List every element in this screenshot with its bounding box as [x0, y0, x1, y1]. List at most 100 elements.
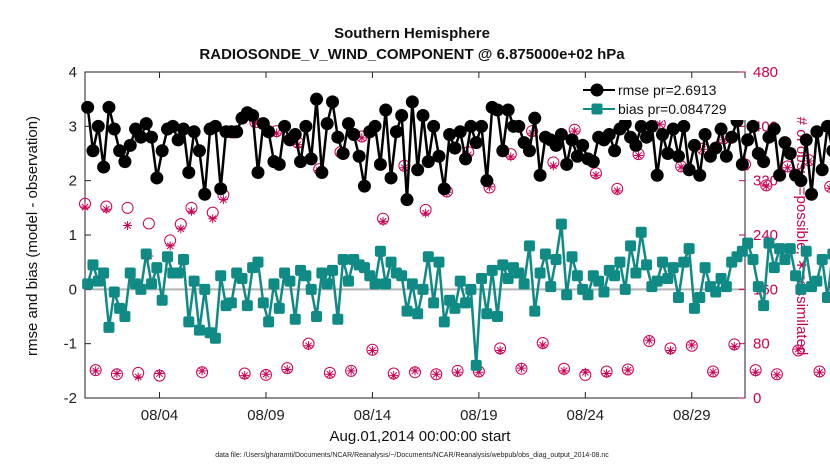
- rmse-marker: [246, 108, 260, 122]
- rmse-marker: [693, 168, 707, 182]
- rmse-marker: [687, 138, 701, 152]
- rmse-marker: [214, 182, 228, 196]
- bias-marker: [87, 259, 99, 271]
- obs-assimilated-marker: [357, 133, 367, 143]
- obs-possible-marker: [366, 343, 379, 356]
- obs-possible-marker: [121, 201, 134, 214]
- obs-assimilated-marker: [602, 369, 612, 379]
- bias-marker: [124, 267, 136, 279]
- rmse-marker: [294, 155, 308, 169]
- y-tick-right-label: 0: [753, 390, 761, 407]
- bias-marker: [529, 305, 541, 317]
- bias-marker: [119, 311, 131, 322]
- bias-marker: [332, 313, 344, 325]
- rmse-marker: [757, 155, 771, 169]
- bias-marker: [609, 270, 621, 282]
- rmse-marker: [815, 163, 829, 177]
- bias-marker: [486, 264, 498, 276]
- rmse-marker: [810, 125, 824, 139]
- rmse-marker: [443, 127, 457, 141]
- rmse-marker: [113, 144, 127, 158]
- rmse-marker: [640, 130, 654, 144]
- bias-marker: [454, 275, 466, 287]
- bias-marker: [199, 283, 211, 295]
- bias-marker: [252, 256, 264, 268]
- obs-assimilated-marker: [325, 369, 335, 379]
- bias-marker: [667, 262, 679, 274]
- obs-assimilated-marker: [538, 340, 548, 350]
- y-tick-left-label: 1: [69, 227, 77, 244]
- rmse-marker: [166, 119, 180, 133]
- bias-marker: [625, 240, 637, 252]
- rmse-marker: [315, 166, 329, 180]
- bias-marker: [481, 308, 493, 320]
- x-tick-label: 08/24: [567, 407, 605, 424]
- y-tick-left-label: 0: [69, 281, 77, 298]
- bias-marker: [518, 278, 530, 290]
- rmse-marker: [821, 119, 830, 133]
- rmse-marker: [187, 125, 201, 139]
- y-axis-label-left: rmse and bias (model - observation): [24, 116, 41, 356]
- rmse-marker: [416, 108, 430, 122]
- legend-bias-label: bias pr=0.084729: [618, 101, 727, 117]
- rmse-marker: [91, 119, 105, 133]
- rmse-marker: [389, 125, 403, 139]
- bias-marker: [539, 248, 551, 260]
- bias-marker: [385, 256, 397, 268]
- rmse-marker: [661, 147, 675, 160]
- bias-marker: [795, 283, 807, 295]
- obs-assimilated-marker: [453, 367, 463, 377]
- rmse-marker: [570, 149, 584, 163]
- obs-assimilated-marker: [570, 126, 580, 136]
- obs-possible-marker: [515, 362, 528, 375]
- y-tick-right-label: 80: [753, 336, 770, 353]
- rmse-marker: [341, 117, 355, 131]
- obs-assimilated-marker: [389, 371, 399, 381]
- rmse-marker: [501, 103, 515, 117]
- bias-marker: [619, 283, 631, 295]
- obs-possible-marker: [345, 364, 358, 377]
- obs-assimilated-marker: [548, 161, 558, 171]
- bias-marker: [177, 253, 189, 265]
- bias-marker: [98, 267, 110, 279]
- bias-marker: [140, 248, 152, 260]
- chart-title-line1: Southern Hemisphere: [334, 25, 490, 42]
- y-tick-left-label: 4: [69, 64, 77, 81]
- bias-marker: [433, 256, 445, 268]
- rmse-marker: [299, 119, 313, 133]
- bias-marker: [582, 289, 594, 301]
- rmse-marker: [650, 168, 664, 182]
- rmse-marker: [453, 125, 467, 139]
- obs-assimilated-marker: [133, 372, 143, 382]
- rmse-marker: [411, 163, 425, 177]
- obs-possible-marker: [824, 180, 830, 193]
- rmse-marker: [602, 127, 616, 141]
- rmse-marker: [208, 119, 222, 133]
- rmse-marker: [262, 125, 276, 139]
- rmse-marker: [134, 130, 148, 144]
- obs-assimilated-marker: [261, 369, 271, 379]
- bias-marker: [412, 308, 424, 320]
- rmse-marker: [554, 127, 568, 141]
- bias-marker: [460, 297, 472, 309]
- obs-possible-marker: [259, 368, 272, 381]
- rmse-marker: [714, 122, 728, 136]
- rmse-marker: [725, 130, 739, 144]
- obs-assimilated-marker: [793, 344, 803, 354]
- rmse-marker: [139, 117, 153, 131]
- rmse-marker: [741, 133, 755, 147]
- rmse-marker: [805, 187, 819, 201]
- rmse-marker: [427, 119, 441, 133]
- bias-marker: [476, 272, 488, 284]
- rmse-marker: [618, 117, 632, 131]
- bias-marker: [236, 272, 248, 284]
- rmse-marker: [677, 119, 691, 133]
- obs-assimilated-marker: [772, 370, 782, 380]
- bias-marker: [800, 245, 812, 257]
- x-tick-label: 08/09: [247, 407, 285, 424]
- x-axis-label: Aug.01,2014 00:00:00 start: [330, 428, 512, 445]
- y-tick-left-label: 2: [69, 173, 77, 190]
- bias-marker: [694, 291, 706, 303]
- bias-marker: [135, 283, 147, 295]
